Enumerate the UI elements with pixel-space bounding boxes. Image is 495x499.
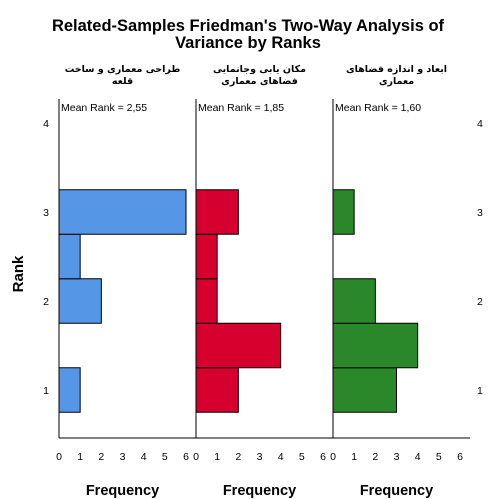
panel-1-x-tick-label: 0 [56, 451, 62, 463]
panel-3-bar [332, 322, 419, 369]
panel-2-x-axis-label: Frequency [223, 483, 296, 499]
panel-3-bar [332, 367, 397, 413]
panel-1-x-axis-label: Frequency [86, 483, 159, 499]
y-tick-label-right: 3 [477, 207, 483, 219]
panel-2-title-line-2: فضاهای معماری [221, 76, 298, 87]
panel-3-mean-rank: Mean Rank = 1,60 [335, 102, 421, 114]
panel-3-x-tick-label: 1 [351, 451, 357, 463]
y-tick-label-left: 4 [43, 118, 49, 130]
panel-2-bar [195, 278, 218, 324]
panel-2-x-tick-label: 5 [299, 451, 305, 463]
panel-1-bar [58, 278, 102, 324]
panel-1-x-tick-label: 4 [141, 451, 147, 463]
panel-2-bar [195, 367, 239, 413]
panel-1-title-line-1: طراحی معماری و ساخت [65, 64, 181, 75]
panel-2-bar [195, 322, 282, 369]
panel-1-bar [58, 367, 81, 413]
panel-3-title-line-1: ابعاد و اندازه فضاهای [346, 64, 447, 75]
panel-2-x-tick-label: 3 [257, 451, 263, 463]
panel-3-x-tick-label: 4 [415, 451, 421, 463]
chart-title-line-1: Related-Samples Friedman's Two-Way Analy… [52, 17, 445, 35]
panel-2-mean-rank: Mean Rank = 1,85 [198, 102, 284, 114]
y-axis-label: Rank [10, 255, 27, 292]
y-tick-label-right: 4 [477, 118, 483, 130]
panel-3-title-line-2: معماری [379, 76, 414, 87]
panel-2-bar [195, 189, 239, 235]
panel-2-x-tick-label: 4 [278, 451, 284, 463]
panel-1-mean-rank: Mean Rank = 2,55 [61, 102, 147, 114]
panel-1-x-tick-label: 5 [162, 451, 168, 463]
panel-1-x-tick-label: 1 [77, 451, 83, 463]
panel-1-x-tick-label: 3 [120, 451, 126, 463]
panel-3-x-tick-label: 3 [394, 451, 400, 463]
panel-1-x-tick-label: 6 [183, 451, 189, 463]
panel-1-bar [58, 189, 187, 235]
panel-3-bar [332, 189, 355, 235]
panel-3-bar [332, 278, 376, 324]
panel-1-bar [58, 233, 81, 280]
chart-title-line-2: Variance by Ranks [175, 34, 321, 52]
panel-2-x-tick-label: 1 [214, 451, 220, 463]
panel-2-title-line-1: مکان یابی وجانمایی [213, 64, 306, 75]
panel-3-x-tick-label: 2 [372, 451, 378, 463]
panel-1-title-line-2: قلعه [112, 76, 133, 87]
y-tick-label-right: 1 [477, 385, 483, 397]
panel-2-x-tick-label: 0 [193, 451, 199, 463]
panel-2-bar [195, 233, 218, 280]
panel-3-x-tick-label: 5 [436, 451, 442, 463]
chart-title: Related-Samples Friedman's Two-Way Analy… [52, 17, 445, 52]
y-tick-label-left: 2 [43, 296, 49, 308]
panel-3-x-axis-label: Frequency [360, 483, 433, 499]
y-tick-label-left: 3 [43, 207, 49, 219]
panel-1-x-tick-label: 2 [98, 451, 104, 463]
y-tick-label-left: 1 [43, 385, 49, 397]
panel-2-x-tick-label: 2 [235, 451, 241, 463]
panel-3-x-tick-label: 6 [457, 451, 463, 463]
panel-3-x-tick-label: 0 [330, 451, 336, 463]
y-tick-label-right: 2 [477, 296, 483, 308]
panel-2-x-tick-label: 6 [320, 451, 326, 463]
